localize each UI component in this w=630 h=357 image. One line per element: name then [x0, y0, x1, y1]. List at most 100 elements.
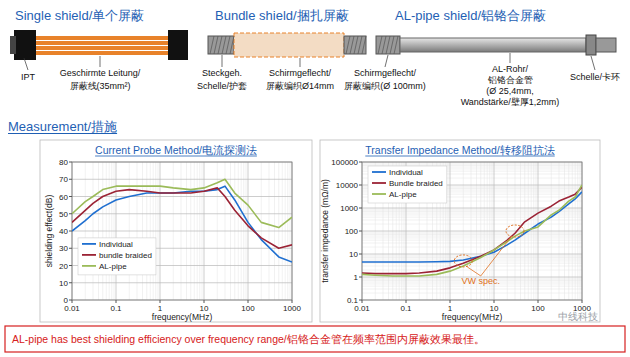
minor-grid: [362, 240, 582, 241]
leader: [300, 58, 301, 67]
y-tick: [359, 162, 362, 163]
minor-grid: [362, 164, 582, 165]
clamp: [344, 36, 366, 54]
y-tick: [69, 265, 72, 266]
hatch: [386, 36, 390, 54]
part-label: AL-Rohr/: [492, 64, 529, 74]
connector: [168, 30, 188, 60]
y-tick-label: 1: [354, 273, 359, 282]
y-tick: [359, 300, 362, 301]
x-tick-label: 100: [531, 304, 545, 313]
watermark: 中线科技: [558, 311, 598, 322]
y-tick-label: 0: [64, 296, 69, 305]
slide: Single shield/单个屏蔽Bundle shield/捆扎屏蔽AL-p…: [0, 0, 630, 357]
leader: [385, 55, 388, 67]
minor-grid: [362, 220, 582, 221]
leader: [100, 56, 101, 67]
legend-swatch: [372, 182, 386, 184]
legend-label: AL-pipe: [99, 262, 127, 271]
y-tick: [69, 162, 72, 163]
axis-frame: [362, 162, 582, 300]
part-label: Schelle/护套: [197, 81, 247, 91]
underline: [95, 156, 257, 157]
minor-grid: [362, 210, 582, 211]
x-tick-label: 100: [241, 304, 255, 313]
part-label: Schelle/卡环: [570, 72, 620, 82]
part-label: 屏蔽编织Ø14mm: [266, 81, 334, 91]
series-group: [362, 185, 582, 276]
grid-line: [362, 231, 582, 232]
grid: [72, 162, 292, 300]
part-label: Steckgeh.: [202, 68, 242, 78]
series-line: [72, 188, 292, 248]
hatch: [358, 36, 362, 54]
cable: [36, 36, 168, 40]
minor-grid: [362, 243, 582, 244]
y-tick: [69, 282, 72, 283]
y-tick: [359, 231, 362, 232]
annotation-leader: [467, 267, 481, 276]
legend-box: [78, 238, 156, 275]
hatch: [346, 36, 350, 54]
x-tick-label: 0.1: [400, 304, 412, 313]
legend-label: AL-pipe: [389, 190, 417, 199]
part-label: Wandstärke/壁厚1,2mm): [461, 97, 560, 107]
legend-swatch: [372, 193, 386, 195]
chart-frame: [40, 140, 312, 322]
hatch: [210, 36, 214, 54]
connector: [14, 30, 36, 60]
x-tick: [292, 300, 293, 303]
minor-grid: [362, 255, 582, 256]
x-tick: [160, 300, 161, 303]
grid-line: [72, 179, 292, 180]
y-tick-label: 70: [59, 175, 68, 184]
leader: [222, 55, 223, 67]
minor-grid: [362, 247, 582, 248]
y-tick-label: 100: [345, 227, 359, 236]
y-axis-label: shielding effect(dB): [44, 195, 54, 268]
x-tick: [450, 300, 451, 303]
series-line: [72, 179, 292, 227]
annotation-ellipse: [454, 255, 472, 267]
y-tick: [69, 196, 72, 197]
minor-grid: [362, 214, 582, 215]
section-title: Measurement/措施: [8, 119, 117, 134]
legend-label: bundle braided: [99, 251, 152, 260]
minor-grid: [362, 266, 582, 267]
chart: Current Probe Method/电流探测法0.010.11101001…: [40, 140, 312, 322]
plot-area: [362, 162, 582, 300]
y-tick-label: 20: [59, 262, 68, 271]
hatch: [378, 36, 382, 54]
series-line: [72, 186, 292, 262]
hatch: [230, 36, 234, 54]
footer-text: AL-pipe has best shielding efficiency ov…: [12, 333, 485, 345]
minor-grid: [362, 213, 582, 214]
minor-grid: [362, 211, 582, 212]
legend-swatch: [82, 254, 96, 256]
minor-grid: [362, 233, 582, 234]
chart-title: Transfer Impedance Method/转移阻抗法: [365, 144, 554, 156]
leader: [510, 53, 511, 63]
plot-area: [72, 162, 292, 300]
y-tick-label: 100000: [331, 158, 358, 167]
cable: [36, 51, 168, 55]
hatch: [382, 36, 386, 54]
clamp: [208, 36, 234, 54]
panel-title: Bundle shield/捆扎屏蔽: [215, 8, 349, 23]
grid: [362, 162, 582, 300]
y-tick: [359, 277, 362, 278]
part-label: Geschirmte Leitung/: [60, 68, 141, 78]
hatch: [350, 36, 354, 54]
part-label: 屏蔽线(35mm²): [70, 81, 131, 91]
y-tick-label: 10: [349, 250, 358, 259]
chart-frame: [320, 140, 600, 322]
x-tick-label: 1000: [283, 304, 301, 313]
minor-grid: [362, 163, 582, 164]
x-axis-label: frequency(MHz): [152, 312, 213, 322]
y-tick: [359, 185, 362, 186]
y-tick: [69, 248, 72, 249]
leader: [591, 56, 595, 70]
grid-line: [72, 282, 292, 283]
chart: Transfer Impedance Method/转移阻抗法0.010.111…: [320, 140, 600, 322]
minor-grid: [362, 236, 582, 237]
